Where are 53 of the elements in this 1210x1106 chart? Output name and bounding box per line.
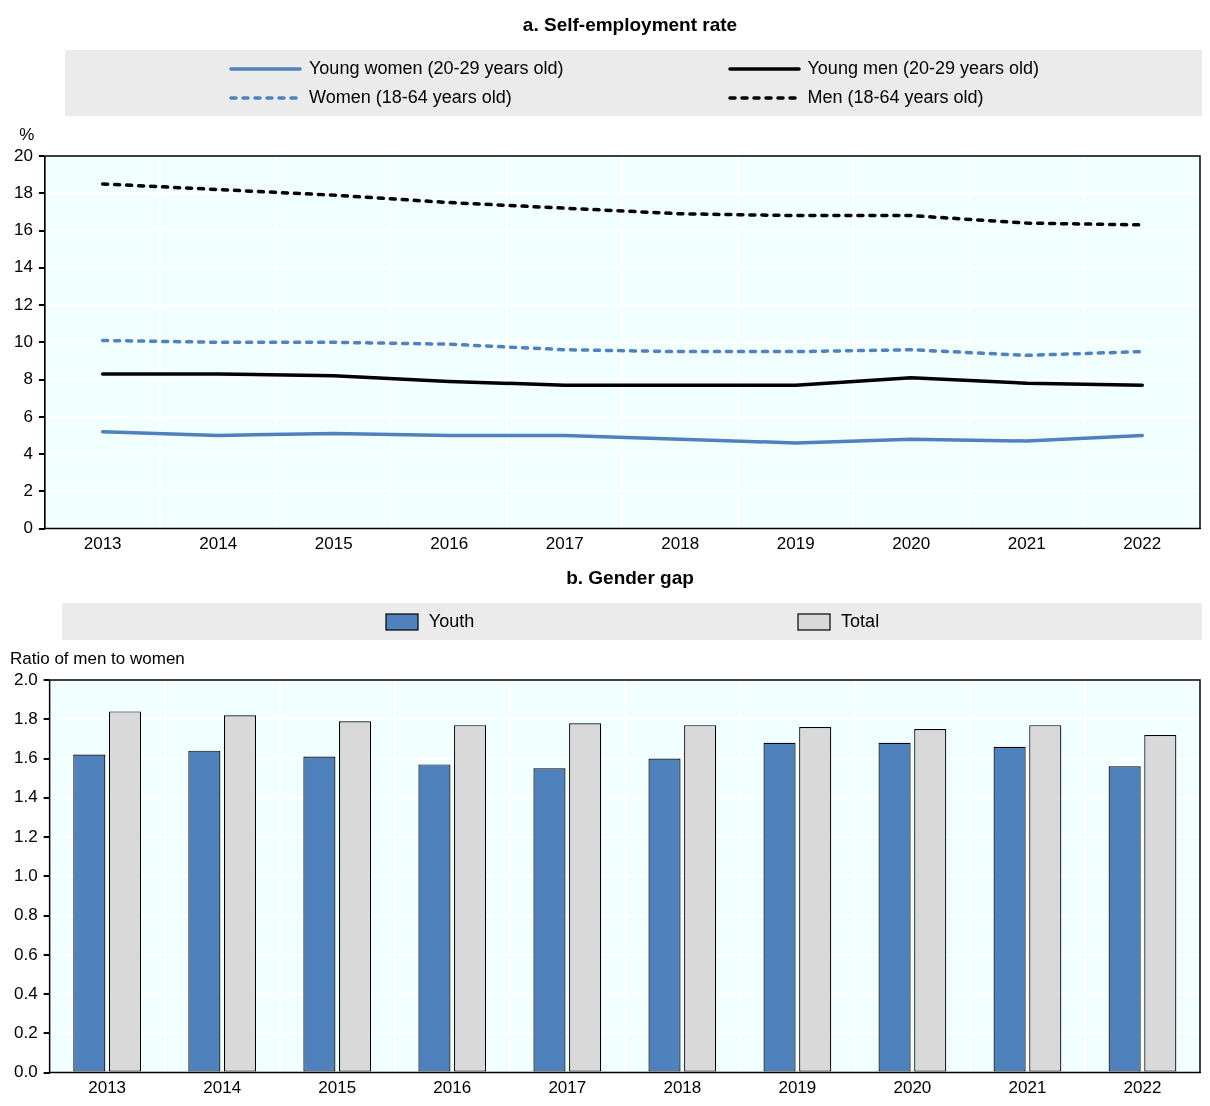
y-tick-label: 18	[13, 182, 33, 202]
y-tick-label: 0.4	[13, 983, 38, 1003]
legend-label: Young men (20-29 years old)	[807, 58, 1039, 79]
legend-label: Men (18-64 years old)	[807, 87, 984, 108]
y-tick-label: 2.0	[13, 669, 38, 689]
x-tick-label: 2015	[314, 534, 353, 554]
y-tick-label: 12	[13, 294, 33, 314]
y-tick-label: 1.4	[13, 787, 38, 807]
x-tick-label: 2020	[893, 1078, 932, 1098]
legend-label: Young women (20-29 years old)	[309, 58, 564, 79]
y-tick-label: 10	[13, 331, 33, 351]
y-tick-label: 20	[13, 145, 33, 165]
x-tick-label: 2020	[892, 534, 931, 554]
y-tick-label: 1.0	[13, 865, 38, 885]
y-tick-label: 0.8	[13, 905, 38, 925]
y-axis-title: %	[19, 125, 35, 145]
chart-title: a. Self-employment rate	[521, 13, 739, 37]
y-tick-label: 0.0	[13, 1062, 38, 1082]
y-tick-label: 0.2	[13, 1023, 38, 1043]
y-tick-label: 0	[23, 518, 33, 538]
x-tick-label: 2014	[199, 534, 238, 554]
y-tick-label: 0.6	[13, 944, 38, 964]
legend-label: Women (18-64 years old)	[309, 87, 512, 108]
x-tick-label: 2017	[545, 534, 584, 554]
x-tick-label: 2013	[83, 534, 122, 554]
chart-title: b. Gender gap	[565, 566, 695, 590]
legend-label: Youth	[428, 611, 475, 632]
x-tick-label: 2021	[1007, 534, 1046, 554]
x-tick-label: 2015	[318, 1078, 357, 1098]
y-axis-title: Ratio of men to women	[10, 649, 185, 669]
x-tick-label: 2016	[433, 1078, 472, 1098]
y-tick-label: 4	[23, 443, 33, 463]
line-series	[100, 338, 1144, 358]
y-tick-label: 14	[13, 257, 33, 277]
x-tick-label: 2017	[548, 1078, 587, 1098]
x-tick-label: 2022	[1123, 1078, 1162, 1098]
y-tick-label: 6	[23, 406, 33, 426]
x-tick-label: 2016	[430, 534, 469, 554]
y-tick-label: 16	[13, 220, 33, 240]
legend-label: Total	[841, 611, 880, 632]
y-tick-label: 8	[23, 369, 33, 389]
y-tick-label: 1.8	[13, 708, 38, 728]
x-tick-label: 2014	[203, 1078, 242, 1098]
y-tick-label: 1.2	[13, 826, 38, 846]
x-tick-label: 2018	[661, 534, 700, 554]
x-tick-label: 2019	[778, 1078, 817, 1098]
x-tick-label: 2013	[88, 1078, 127, 1098]
x-tick-label: 2022	[1123, 534, 1162, 554]
y-tick-label: 1.6	[13, 748, 38, 768]
y-tick-label: 2	[23, 481, 33, 501]
x-tick-label: 2019	[776, 534, 815, 554]
x-tick-label: 2018	[663, 1078, 702, 1098]
x-tick-label: 2021	[1008, 1078, 1047, 1098]
